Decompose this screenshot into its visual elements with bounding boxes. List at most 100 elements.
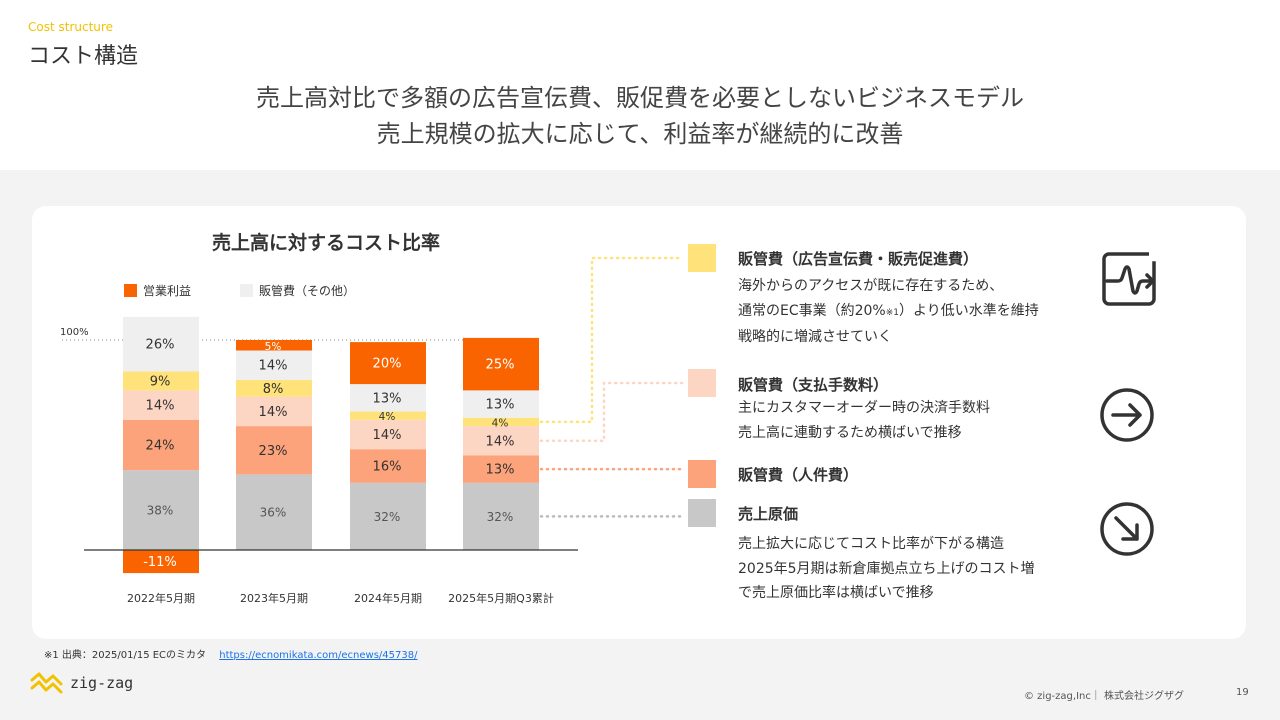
bar-sga-personnel-1 [123,419,199,471]
chart-title: 売上高に対するコスト比率 [212,232,441,254]
desc-cogs-line-3: で売上原価比率は横ばいで推移 [738,585,934,601]
content-card [32,206,1246,639]
swatch-personnel [688,460,716,488]
legend-label-sga-other: 販管費（その他） [259,284,356,298]
x-tick-label-2: 2023年5月期 [240,591,308,605]
legend-item-sga-other: 販管費（その他） [240,282,355,299]
bar-sga-ad-4 [463,417,539,427]
data-label-cogs-4: 32% [487,510,514,524]
legend-swatch-sga-other [240,284,253,297]
bar-operating-profit-3 [350,342,426,385]
footnote-source: ※1 出典：2025/01/15 ECのミカタ [44,650,207,661]
desc-cogs: 売上拡大に応じてコスト比率が下がる構造 2025年5月期は新倉庫拠点立ち上げのコ… [738,532,1035,606]
bar-sga-other-3 [350,384,426,412]
data-label-sga-fees-2: 14% [259,405,288,420]
swatch-fees [688,369,716,397]
data-label-cogs-1: 38% [147,504,174,518]
data-label-sga-other-4: 13% [486,398,515,413]
data-label-sga-ad-2: 8% [263,382,284,397]
bar-sga-other-2 [236,350,312,380]
desc-ad-line-2: 通常のEC事業（約20%※1）より低い水準を維持 [738,299,1039,326]
copyright: © zig-zag,Inc｜ 株式会社ジグザグ [1024,691,1185,702]
arrow-down-right-circle-icon [1100,502,1154,556]
data-label-sga-other-1: 26% [146,338,175,353]
bar-cogs-3 [350,482,426,550]
company-logo: zig-zag [30,672,133,694]
reference-line-label: 100% [60,327,89,338]
bar-sga-personnel-2 [236,426,312,475]
headline-line-2: 売上規模の拡大に応じて、利益率が継続的に改善 [376,120,904,148]
data-label-operating-profit-3: 20% [373,357,402,372]
desc-cogs-line-1: 売上拡大に応じてコスト比率が下がる構造 [738,536,1004,552]
desc-ad-line-3: 戦略的に増減させていく [738,329,892,345]
bar-cogs-4 [463,482,539,550]
desc-fees: 主にカスタマーオーダー時の決済手数料 売上高に連動するため横ばいで推移 [738,396,990,445]
zigzag-logo-icon [30,672,63,694]
data-label-sga-personnel-4: 13% [486,463,515,478]
legend-item-operating-profit: 営業利益 [124,282,191,299]
label-fees: 販管費（支払手数料） [738,376,889,394]
squiggle-arrow-icon [1102,252,1156,306]
data-label-sga-other-3: 13% [373,391,402,406]
bar-sga-fees-4 [463,426,539,456]
desc-ad-line-2a: 通常のEC事業（約20% [738,302,886,319]
bar-sga-fees-1 [123,390,199,420]
bar-sga-other-4 [463,390,539,418]
desc-fees-line-1: 主にカスタマーオーダー時の決済手数料 [738,400,990,416]
label-cogs: 売上原価 [738,505,799,523]
footnote-link[interactable]: https://ecnomikata.com/ecnews/45738/ [219,650,418,661]
data-label-sga-other-2: 14% [259,359,288,374]
desc-ad-line-2b: ）より低い水準を維持 [899,302,1039,319]
footnote-marker: ※1 [885,307,900,318]
bar-sga-personnel-3 [350,449,426,483]
arrow-right-circle-icon [1100,388,1154,442]
desc-ad-line-1: 海外からのアクセスが既に存在するため、 [738,278,1004,294]
logo-wordmark: zig-zag [70,674,134,692]
connector-fees [539,381,684,443]
legend-swatch-operating-profit [124,284,137,297]
data-label-cogs-2: 36% [260,506,287,520]
data-label-sga-ad-4: 4% [492,417,509,429]
data-label-operating-profit-1: -11% [143,555,177,570]
bar-sga-fees-2 [236,396,312,427]
data-label-sga-fees-4: 14% [486,434,515,449]
legend-label-operating-profit: 営業利益 [143,284,192,298]
data-label-operating-profit-4: 25% [486,358,515,373]
x-tick-label-1: 2022年5月期 [127,591,195,605]
x-tick-label-4: 2025年5月期Q3累計 [448,591,554,605]
desc-ad: 海外からのアクセスが既に存在するため、 通常のEC事業（約20%※1）より低い水… [738,274,1039,350]
swatch-cogs [688,499,716,527]
data-label-operating-profit-2: 5% [265,341,282,353]
bar-sga-ad-2 [236,379,312,397]
bar-sga-ad-3 [350,411,426,420]
label-ad: 販管費（広告宣伝費・販売促進費） [738,250,979,268]
desc-cogs-line-2: 2025年5月期は新倉庫拠点立ち上げのコスト増 [738,560,1035,577]
footnote: ※1 出典：2025/01/15 ECのミカタ https://ecnomika… [44,646,417,661]
bar-sga-ad-1 [123,371,199,391]
bar-cogs-1 [123,470,199,550]
swatch-ad [688,244,716,272]
bar-sga-other-1 [123,316,199,372]
data-label-sga-fees-3: 14% [373,428,402,443]
page-title: コスト構造 [28,44,139,69]
header-area: Cost structure コスト構造 売上高対比で多額の広告宣伝費、販促費を… [0,0,1280,170]
desc-fees-line-2: 売上高に連動するため横ばいで推移 [738,424,962,441]
bar-sga-personnel-4 [463,455,539,483]
bar-operating-profit-4 [463,337,539,391]
bar-operating-profit-1 [123,550,199,574]
data-label-sga-ad-1: 9% [150,374,171,389]
connector-ad [539,256,684,424]
x-tick-label-3: 2024年5月期 [354,591,422,605]
data-label-cogs-3: 32% [374,510,401,524]
data-label-sga-personnel-3: 16% [373,460,402,475]
headline-line-1: 売上高対比で多額の広告宣伝費、販促費を必要としないビジネスモデル [256,84,1024,112]
page-number: 19 [1236,687,1249,698]
bar-operating-profit-2 [236,340,312,351]
data-label-sga-ad-3: 4% [379,411,396,423]
bar-cogs-2 [236,474,312,550]
label-personnel: 販管費（人件費） [738,466,859,484]
data-label-sga-fees-1: 14% [146,399,175,414]
data-label-sga-personnel-2: 23% [259,444,288,459]
bar-sga-fees-3 [350,419,426,450]
